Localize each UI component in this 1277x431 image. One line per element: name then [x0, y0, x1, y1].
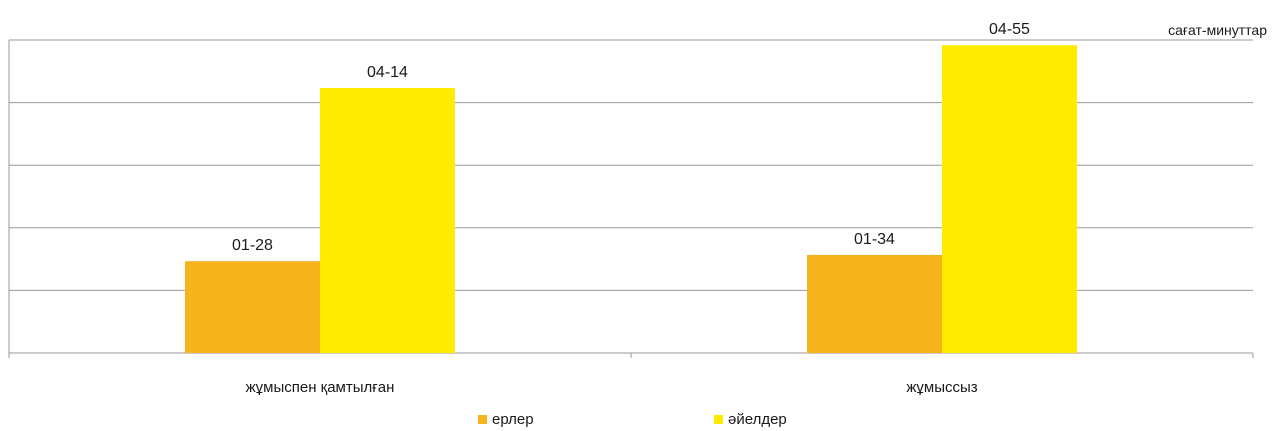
- data-label: 01-34: [854, 231, 895, 248]
- legend-swatch-series-2: [714, 415, 723, 424]
- bar-series-1-1: [185, 261, 320, 353]
- x-tick-label: жұмыспен қамтылған: [246, 379, 395, 396]
- legend-item-series-2: әйелдер: [714, 411, 787, 428]
- data-label: 04-55: [989, 21, 1030, 38]
- unit-label: сағат-минуттар: [1168, 22, 1267, 38]
- x-tick-label: жұмыссыз: [906, 379, 977, 396]
- legend-label-series-2: әйелдер: [728, 411, 787, 428]
- legend-item-series-1: ерлер: [478, 411, 534, 428]
- bar-series-2-1: [320, 87, 455, 353]
- data-label: 04-14: [367, 64, 408, 81]
- data-label: 01-28: [232, 237, 273, 254]
- legend: ерлер әйелдер: [0, 411, 1277, 431]
- bar-chart: 01-28 04-14 жұмыспен қамтылған 01-34 04-55 жұ…: [8, 21, 1254, 396]
- bar-series-2-2: [942, 45, 1077, 353]
- bar-series-1-2: [807, 254, 942, 353]
- legend-swatch-series-1: [478, 415, 487, 424]
- legend-label-series-1: ерлер: [492, 411, 534, 428]
